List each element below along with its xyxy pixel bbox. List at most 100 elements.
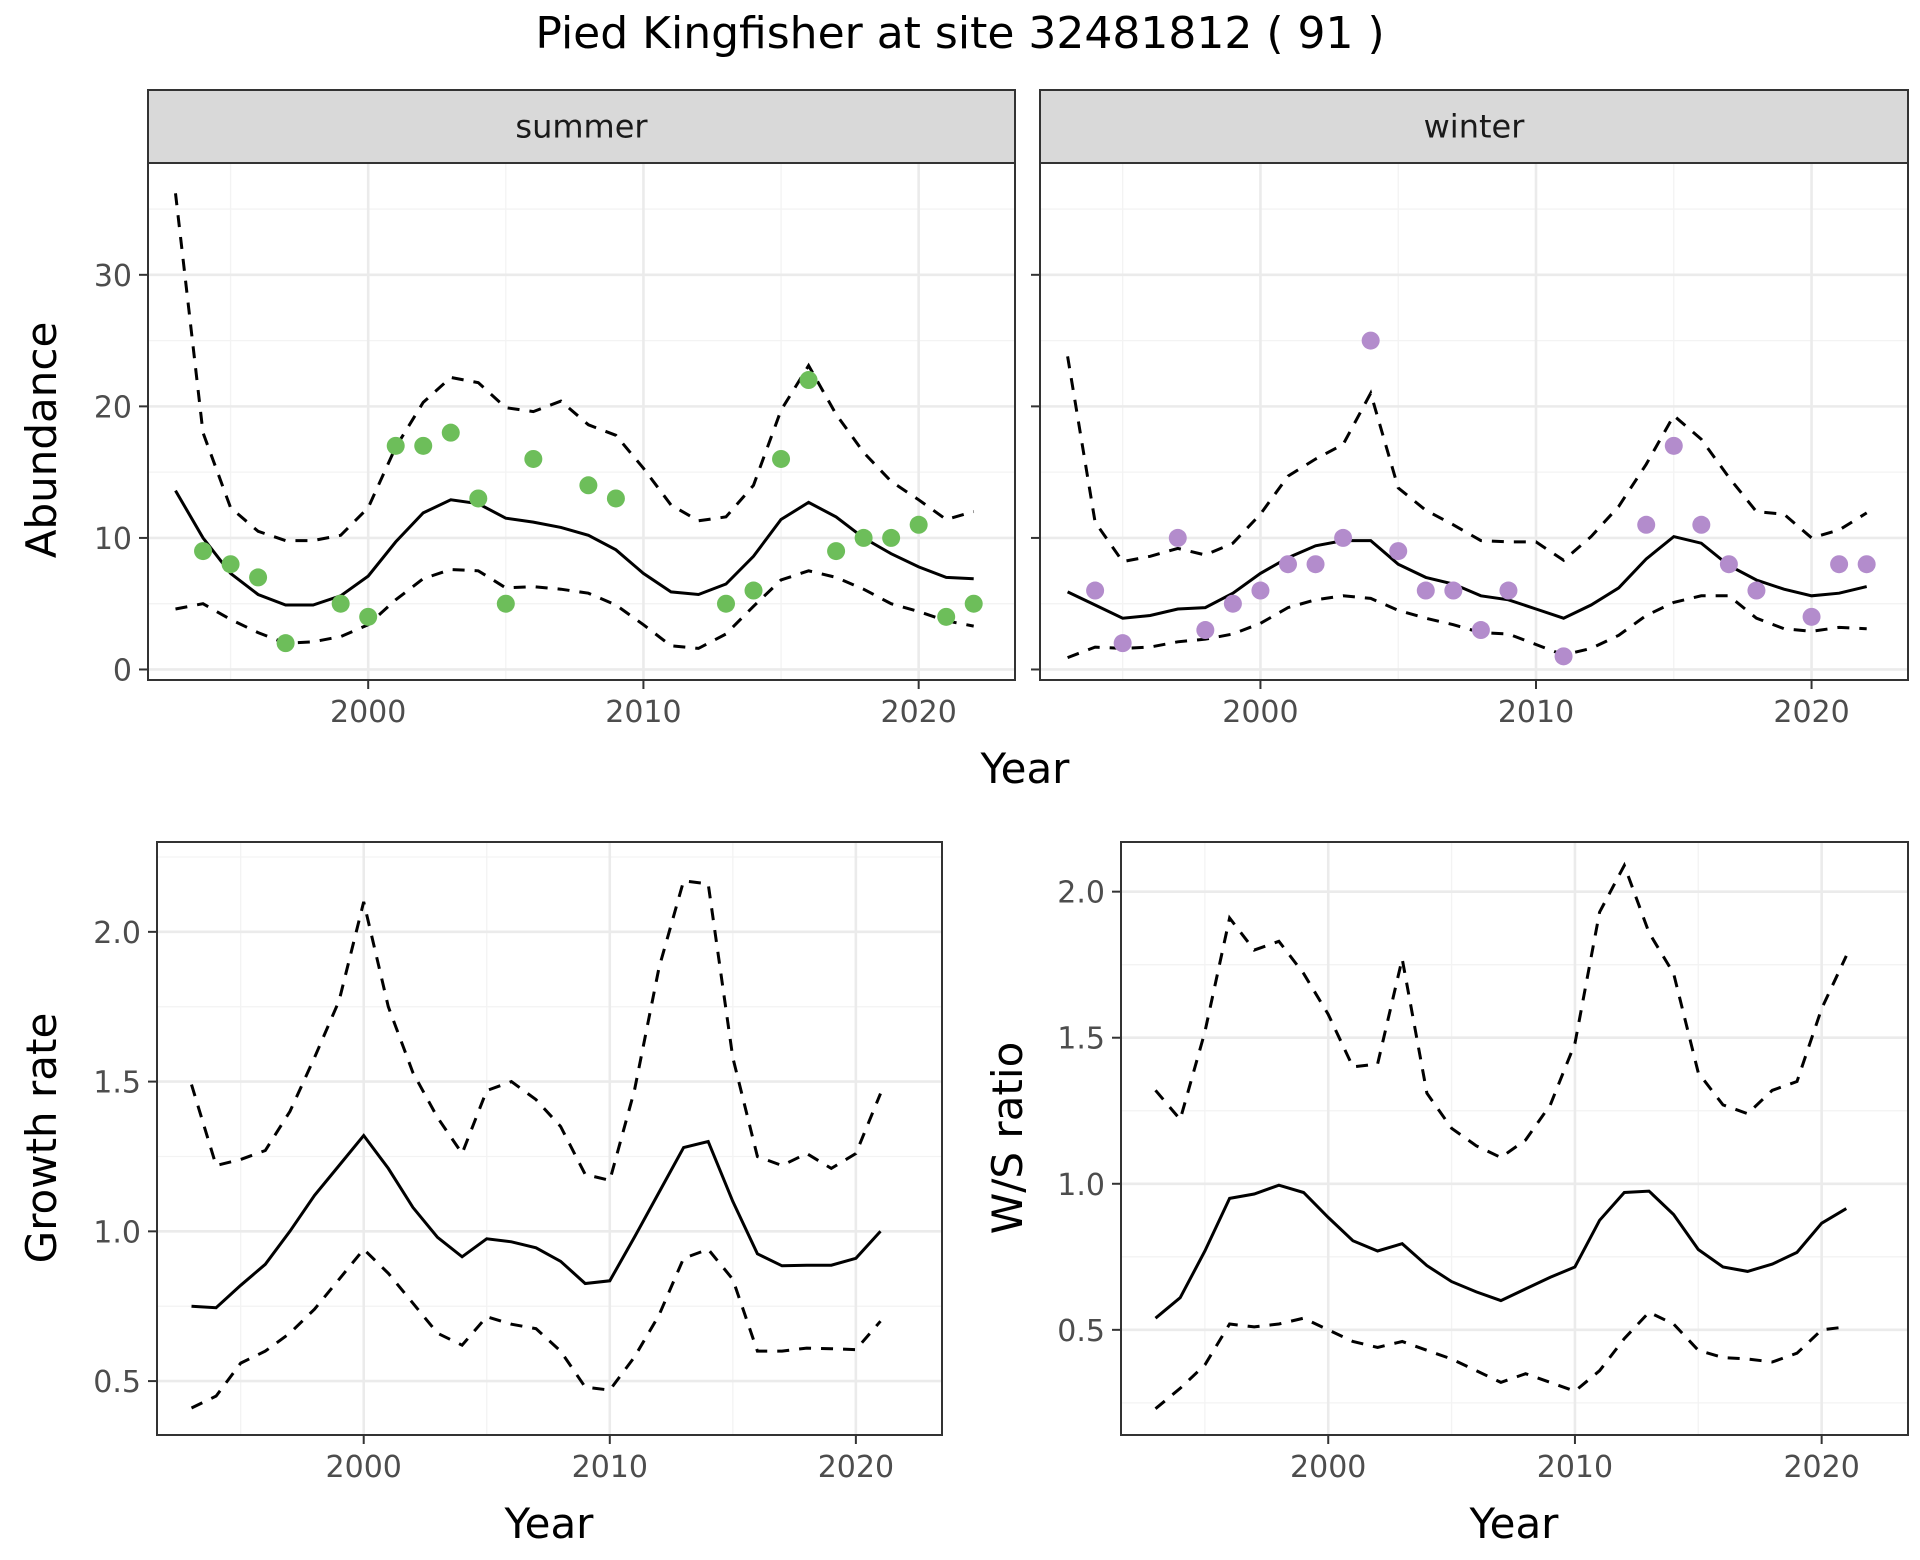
abundance-summer-y-tick-label: 0 — [113, 653, 132, 688]
abundance-summer-x-tick-label: 2020 — [880, 695, 956, 730]
abundance-summer-data-point — [469, 489, 488, 508]
abundance-summer-lower-bound-line — [175, 567, 974, 650]
abundance-winter-lower-bound-line — [1067, 594, 1867, 660]
abundance-winter-data-point — [1664, 436, 1683, 455]
abundance-summer-data-point — [854, 528, 873, 547]
growth-rate-panel-border — [156, 841, 943, 1436]
abundance-winter-data-point — [1086, 581, 1105, 600]
abundance-winter-data-point — [1692, 515, 1711, 534]
abundance-summer-data-point — [194, 542, 213, 561]
abundance-summer-data-point — [524, 449, 543, 468]
ws-ratio-lower-bound-line — [1154, 1310, 1847, 1410]
abundance-winter-panel: winter 2000 2010 2020 — [1031, 89, 1909, 730]
growth-rate-x-axis-title: Year — [504, 1499, 595, 1548]
ws-ratio-panel-border — [1120, 841, 1909, 1436]
ws-ratio-plot-area — [1121, 842, 1908, 1435]
growth-rate-lower-bound-line — [190, 1247, 882, 1410]
abundance-summer-data-point — [799, 371, 818, 390]
abundance-winter-data-point — [1444, 581, 1463, 600]
abundance-summer-data-point — [414, 436, 433, 455]
abundance-summer-data-point — [606, 489, 625, 508]
abundance-winter-data-point — [1830, 555, 1849, 574]
abundance-summer-data-point — [909, 515, 928, 534]
ws-ratio-x-tick-label: 2000 — [1290, 1450, 1366, 1485]
abundance-summer-data-point — [717, 594, 735, 613]
abundance-winter-plot-area — [1040, 163, 1908, 680]
figure-title: Pied Kingfisher at site 32481812 ( 91 ) — [535, 8, 1384, 59]
abundance-summer-data-point — [744, 581, 763, 600]
abundance-summer-data-point — [827, 542, 846, 561]
abundance-summer-y-tick-label: 10 — [94, 522, 132, 557]
abundance-summer-data-point — [772, 449, 791, 468]
abundance-winter-data-point — [1637, 515, 1656, 534]
abundance-winter-data-point — [1416, 581, 1435, 600]
abundance-summer-data-point — [579, 476, 598, 495]
growth-rate-x-tick-label: 2010 — [572, 1450, 648, 1485]
growth-rate-y-tick-label: 1.0 — [93, 1215, 141, 1250]
abundance-winter-data-point — [1334, 528, 1353, 547]
growth-rate-y-tick-label: 2.0 — [93, 916, 141, 951]
abundance-winter-data-point — [1554, 647, 1573, 666]
abundance-winter-data-point — [1499, 581, 1518, 600]
abundance-winter-strip-label: winter — [1424, 108, 1526, 146]
abundance-winter-data-point — [1802, 607, 1821, 626]
abundance-summer-fitted-line — [174, 489, 974, 607]
abundance-winter-data-point — [1196, 621, 1215, 640]
abundance-summer-data-point — [221, 555, 240, 574]
growth-rate-y-tick-label: 0.5 — [93, 1365, 141, 1400]
ws-ratio-y-tick-label: 0.5 — [1057, 1314, 1105, 1349]
abundance-winter-x-tick-label: 2000 — [1222, 695, 1298, 730]
growth-rate-fitted-line — [191, 1133, 882, 1310]
abundance-winter-data-point — [1306, 555, 1325, 574]
abundance-winter-data-point — [1113, 634, 1132, 653]
abundance-winter-data-point — [1389, 542, 1408, 561]
ws-ratio-fitted-line — [1154, 1183, 1848, 1320]
abundance-winter-data-point — [1361, 331, 1380, 350]
ws-ratio-y-axis-title: W/S ratio — [983, 1042, 1032, 1235]
abundance-summer-y-tick-label: 20 — [94, 390, 132, 425]
ws-ratio-y-tick-label: 1.5 — [1057, 1022, 1105, 1057]
abundance-winter-x-tick-label: 2020 — [1773, 695, 1849, 730]
abundance-winter-data-point — [1279, 555, 1297, 574]
abundance-winter-data-point — [1857, 555, 1876, 574]
growth-rate-x-tick-label: 2000 — [326, 1450, 402, 1485]
abundance-winter-data-point — [1719, 555, 1738, 574]
growth-rate-y-tick-label: 1.5 — [93, 1066, 141, 1101]
abundance-summer-data-point — [331, 594, 350, 613]
abundance-summer-data-point — [496, 594, 515, 613]
abundance-winter-data-point — [1251, 581, 1270, 600]
abundance-summer-data-point — [882, 528, 901, 547]
ws-ratio-y-tick-label: 1.0 — [1057, 1168, 1105, 1203]
ws-ratio-x-tick-label: 2010 — [1537, 1450, 1613, 1485]
abundance-summer-panel: summer 2000 2010 2020 0 10 20 30 — [94, 89, 1016, 730]
abundance-summer-x-tick-label: 2000 — [330, 695, 406, 730]
abundance-summer-strip — [147, 89, 1016, 164]
ws-ratio-panel: 2000 2010 2020 0.5 1.0 1.5 2.0 Year W/S ratio — [983, 841, 1909, 1548]
abundance-winter-x-tick-label: 2010 — [1498, 695, 1574, 730]
abundance-summer-data-point — [937, 607, 956, 626]
ws-ratio-x-axis-title: Year — [1469, 1499, 1560, 1548]
abundance-summer-data-point — [276, 634, 295, 653]
abundance-winter-upper-bound-line — [1066, 356, 1868, 564]
ws-ratio-x-tick-label: 2020 — [1783, 1450, 1859, 1485]
ws-ratio-y-tick-label: 2.0 — [1057, 876, 1105, 911]
abundance-summer-y-tick-label: 30 — [94, 259, 132, 294]
growth-rate-x-tick-label: 2020 — [818, 1450, 894, 1485]
abundance-summer-x-tick-label: 2010 — [605, 695, 681, 730]
growth-rate-upper-bound-line — [190, 879, 882, 1183]
abundance-summer-data-point — [964, 594, 983, 613]
abundance-winter-data-point — [1471, 621, 1490, 640]
abundance-summer-upper-bound-line — [174, 193, 975, 543]
abundance-winter-data-point — [1747, 581, 1766, 600]
abundance-winter-strip — [1039, 89, 1909, 164]
growth-rate-y-axis-title: Growth rate — [17, 1013, 66, 1264]
abundance-summer-strip-label: summer — [515, 108, 648, 146]
abundance-summer-data-point — [359, 607, 378, 626]
abundance-y-axis-title: Abundance — [17, 322, 66, 559]
growth-rate-panel: 2000 2010 2020 0.5 1.0 1.5 2.0 Year Growth rate — [17, 841, 943, 1548]
abundance-winter-data-point — [1168, 528, 1187, 547]
abundance-summer-data-point — [249, 568, 268, 587]
abundance-summer-data-point — [441, 423, 460, 442]
abundance-x-axis-title: Year — [980, 744, 1071, 793]
